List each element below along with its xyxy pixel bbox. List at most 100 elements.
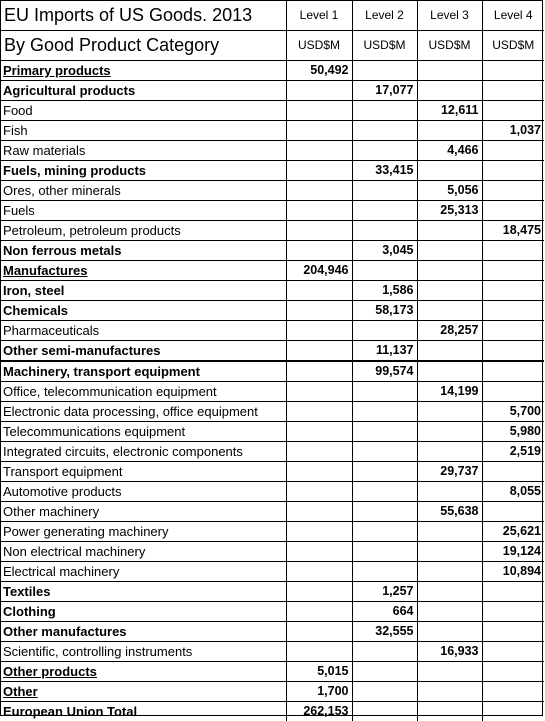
unit-level-2: USD$M [352,31,417,61]
row-label: Telecommunications equipment [1,422,286,442]
level-3-cell [417,562,482,582]
level-1-cell [286,482,352,502]
level-1-cell [286,181,352,201]
level-1-cell: 1,700 [286,682,352,702]
level-4-cell [482,361,544,382]
unit-level-4: USD$M [482,31,544,61]
row-label: Fuels, mining products [1,161,286,181]
level-4-cell [482,261,544,281]
level-4-cell [482,241,544,261]
level-1-cell [286,141,352,161]
level-1-cell [286,101,352,121]
row-label: Other [1,682,286,702]
level-1-cell: 50,492 [286,61,352,81]
level-4-cell [482,582,544,602]
level-3-cell [417,221,482,241]
level-1-cell [286,642,352,662]
level-1-cell [286,542,352,562]
level-4-cell: 10,894 [482,562,544,582]
level-2-cell: 17,077 [352,81,417,101]
level-1-cell [286,562,352,582]
row-label: Fuels [1,201,286,221]
row-label: Iron, steel [1,281,286,301]
level-3-cell [417,301,482,321]
row-label: Non ferrous metals [1,241,286,261]
row-label: Machinery, transport equipment [1,361,286,382]
level-2-cell [352,562,417,582]
table-row: Machinery, transport equipment 99,574 [1,361,544,382]
level-2-cell [352,442,417,462]
row-label: Transport equipment [1,462,286,482]
level-1-cell: 204,946 [286,261,352,281]
level-1-cell [286,602,352,622]
level-3-cell: 55,638 [417,502,482,522]
level-4-cell [482,201,544,221]
row-label: Fish [1,121,286,141]
level-4-cell [482,81,544,101]
level-4-cell [482,61,544,81]
level-3-cell [417,341,482,362]
level-2-cell: 32,555 [352,622,417,642]
level-3-cell: 29,737 [417,462,482,482]
level-1-cell: 262,153 [286,702,352,721]
level-4-cell [482,301,544,321]
row-label: Chemicals [1,301,286,321]
level-1-cell [286,442,352,462]
level-1-cell [286,361,352,382]
level-4-cell [482,181,544,201]
level-4-cell [482,321,544,341]
level-2-cell [352,542,417,562]
level-1-cell: 5,015 [286,662,352,682]
unit-level-3: USD$M [417,31,482,61]
row-label: Automotive products [1,482,286,502]
row-label: Other semi-manufactures [1,341,286,362]
level-1-cell [286,201,352,221]
level-3-cell [417,442,482,462]
level-3-cell [417,622,482,642]
level-2-cell [352,321,417,341]
level-1-cell [286,341,352,362]
level-2-cell: 99,574 [352,361,417,382]
level-2-cell: 1,586 [352,281,417,301]
table-row: Electronic data processing, office equip… [1,402,544,422]
level-2-cell [352,682,417,702]
level-3-cell [417,422,482,442]
level-1-cell [286,382,352,402]
row-label: Office, telecommunication equipment [1,382,286,402]
row-label: Other products [1,662,286,682]
level-2-cell [352,201,417,221]
header-row-1: EU Imports of US Goods. 2013 Level 1 Lev… [1,1,544,31]
level-2-cell: 664 [352,602,417,622]
level-2-cell [352,522,417,542]
table-row: Non electrical machinery 19,124 [1,542,544,562]
level-3-cell [417,522,482,542]
level-3-cell [417,662,482,682]
level-2-cell [352,382,417,402]
level-4-cell: 19,124 [482,542,544,562]
title-line-2: By Good Product Category [1,31,286,61]
level-4-cell: 18,475 [482,221,544,241]
level-2-cell [352,141,417,161]
level-2-cell [352,702,417,721]
level-4-cell [482,101,544,121]
level-4-cell [482,662,544,682]
header-level-2: Level 2 [352,1,417,31]
level-3-cell [417,702,482,721]
level-3-cell [417,81,482,101]
row-label: Non electrical machinery [1,542,286,562]
level-2-cell [352,402,417,422]
level-1-cell [286,281,352,301]
level-2-cell [352,181,417,201]
